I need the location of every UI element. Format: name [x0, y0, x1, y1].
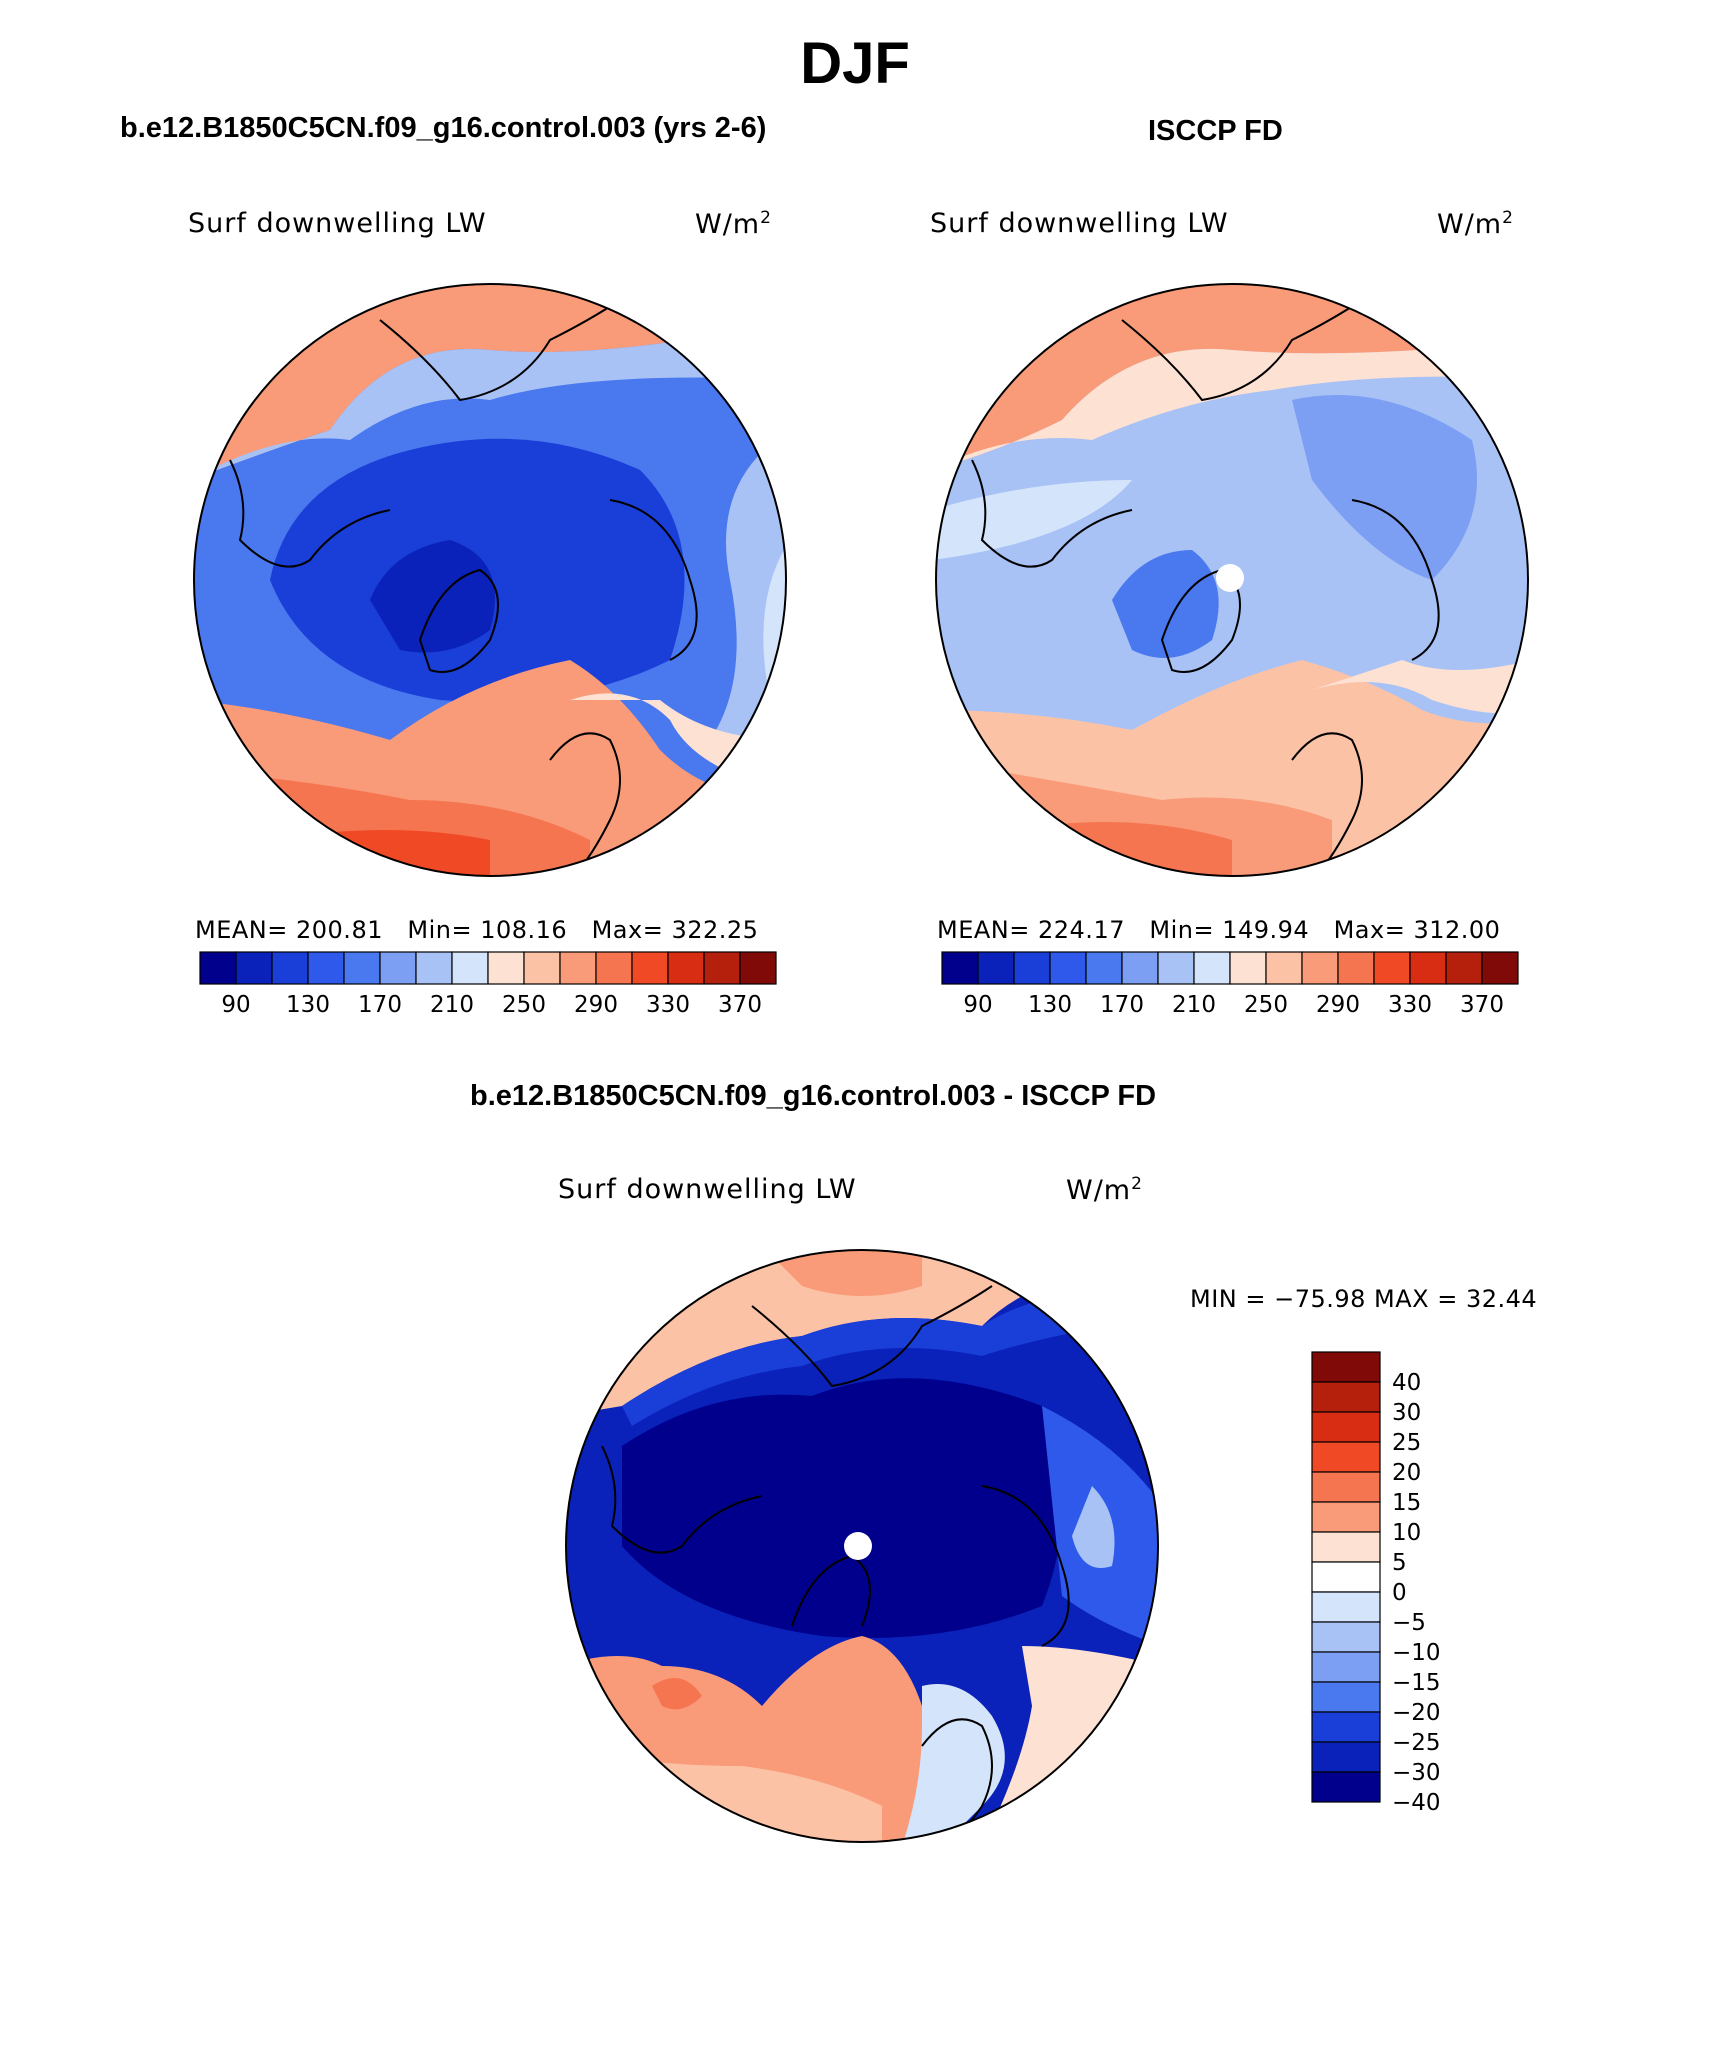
diff-units-label: W/m2: [1066, 1174, 1143, 1206]
colorbar-cell: [415, 951, 453, 985]
colorbar-cell: [1481, 951, 1519, 985]
colorbar-tick-label: −40: [1392, 1790, 1441, 1816]
colorbar-tick-label: −20: [1392, 1700, 1441, 1726]
diff-panel-header: b.e12.B1850C5CN.f09_g16.control.003 - IS…: [470, 1080, 1157, 1112]
colorbar-tick-label: −15: [1392, 1670, 1441, 1696]
colorbar-cell: [595, 951, 633, 985]
colorbar-cell: [1311, 1561, 1381, 1593]
pole-hole: [844, 1532, 872, 1560]
colorbar-cell: [977, 951, 1015, 985]
obs-stats: MEAN= 224.17 Min= 149.94 Max= 312.00: [937, 916, 1501, 944]
colorbar-tick-label: 370: [1460, 992, 1504, 1018]
colorbar-cell: [1311, 1651, 1381, 1683]
colorbar-tick-label: −25: [1392, 1730, 1441, 1756]
colorbar-tick-label: 10: [1392, 1520, 1421, 1546]
colorbar-cell: [1373, 951, 1411, 985]
colorbar-cell: [739, 951, 777, 985]
model-map: [193, 283, 787, 877]
colorbar-tick-label: 330: [1388, 992, 1432, 1018]
colorbar-cell: [343, 951, 381, 985]
colorbar-tick-label: 90: [963, 992, 992, 1018]
colorbar-tick-label: 30: [1392, 1400, 1421, 1426]
colorbar-cell: [523, 951, 561, 985]
colorbar-cell: [667, 951, 705, 985]
colorbar-cell: [271, 951, 309, 985]
colorbar-cell: [1311, 1681, 1381, 1713]
colorbar-cell: [1229, 951, 1267, 985]
colorbar-cell: [941, 951, 979, 985]
colorbar-cell: [1311, 1591, 1381, 1623]
diff-minmax: MIN = −75.98 MAX = 32.44: [1190, 1285, 1538, 1313]
obs-colorbar: 90 130 170 210 250 290 330 370: [941, 951, 1519, 1018]
colorbar-cell: [1311, 1501, 1381, 1533]
colorbar-cell: [1311, 1441, 1381, 1473]
colorbar-tick-label: −30: [1392, 1760, 1441, 1786]
colorbar-cell: [1337, 951, 1375, 985]
colorbar-tick-label: 90: [221, 992, 250, 1018]
model-variable-label: Surf downwelling LW: [188, 208, 487, 239]
colorbar-cell: [631, 951, 669, 985]
colorbar-cell: [1311, 1621, 1381, 1653]
colorbar-tick-label: 170: [358, 992, 402, 1018]
colorbar-cell: [1013, 951, 1051, 985]
colorbar-cell: [1301, 951, 1339, 985]
colorbar-tick-label: 0: [1392, 1580, 1407, 1606]
colorbar-tick-label: 290: [574, 992, 618, 1018]
model-stats: MEAN= 200.81 Min= 108.16 Max= 322.25: [195, 916, 759, 944]
colorbar-cell: [1311, 1351, 1381, 1383]
model-colorbar: 90 130 170 210 250 290 330 370: [199, 951, 777, 1018]
colorbar-cell: [1311, 1471, 1381, 1503]
obs-map: [935, 283, 1529, 877]
colorbar-tick-label: 130: [1028, 992, 1072, 1018]
colorbar-tick-label: 250: [1244, 992, 1288, 1018]
colorbar-tick-label: 5: [1392, 1550, 1407, 1576]
colorbar-cell: [1049, 951, 1087, 985]
colorbar-tick-label: 210: [430, 992, 474, 1018]
model-panel-header: b.e12.B1850C5CN.f09_g16.control.003 (yrs…: [120, 112, 767, 144]
colorbar-cell: [1157, 951, 1195, 985]
colorbar-cell: [1193, 951, 1231, 985]
colorbar-tick-label: 130: [286, 992, 330, 1018]
colorbar-tick-label: 370: [718, 992, 762, 1018]
colorbar-tick-label: 25: [1392, 1430, 1421, 1456]
pole-hole: [1216, 564, 1244, 592]
obs-panel-header: ISCCP FD: [1148, 115, 1283, 147]
colorbar-tick-label: 15: [1392, 1490, 1421, 1516]
colorbar-cell: [1311, 1711, 1381, 1743]
obs-variable-label: Surf downwelling LW: [930, 208, 1229, 239]
colorbar-cell: [1311, 1381, 1381, 1413]
diff-map: [565, 1249, 1159, 1843]
colorbar-tick-label: −5: [1392, 1610, 1426, 1636]
colorbar-cell: [559, 951, 597, 985]
colorbar-cell: [1311, 1771, 1381, 1803]
obs-units-label: W/m2: [1437, 208, 1514, 240]
colorbar-tick-label: 250: [502, 992, 546, 1018]
figure-title: DJF: [800, 31, 910, 96]
colorbar-cell: [451, 951, 489, 985]
colorbar-cell: [1445, 951, 1483, 985]
diff-colorbar: 40 30 25 20 15 10 5 0 −5 −10 −15 −20 −25 −30 −40: [1311, 1351, 1441, 1816]
model-units-label: W/m2: [695, 208, 772, 240]
colorbar-cell: [1265, 951, 1303, 985]
colorbar-tick-label: −10: [1392, 1640, 1441, 1666]
colorbar-cell: [1311, 1741, 1381, 1773]
colorbar-cell: [307, 951, 345, 985]
colorbar-tick-label: 330: [646, 992, 690, 1018]
colorbar-tick-label: 210: [1172, 992, 1216, 1018]
colorbar-cell: [1121, 951, 1159, 985]
colorbar-tick-label: 20: [1392, 1460, 1421, 1486]
colorbar-tick-label: 40: [1392, 1370, 1421, 1396]
colorbar-cell: [487, 951, 525, 985]
colorbar-cell: [1085, 951, 1123, 985]
colorbar-cell: [703, 951, 741, 985]
colorbar-tick-label: 170: [1100, 992, 1144, 1018]
colorbar-tick-label: 290: [1316, 992, 1360, 1018]
colorbar-cell: [199, 951, 237, 985]
colorbar-cell: [235, 951, 273, 985]
diff-variable-label: Surf downwelling LW: [558, 1174, 857, 1205]
colorbar-cell: [1311, 1531, 1381, 1563]
colorbar-cell: [1311, 1411, 1381, 1443]
colorbar-cell: [1409, 951, 1447, 985]
colorbar-cell: [379, 951, 417, 985]
